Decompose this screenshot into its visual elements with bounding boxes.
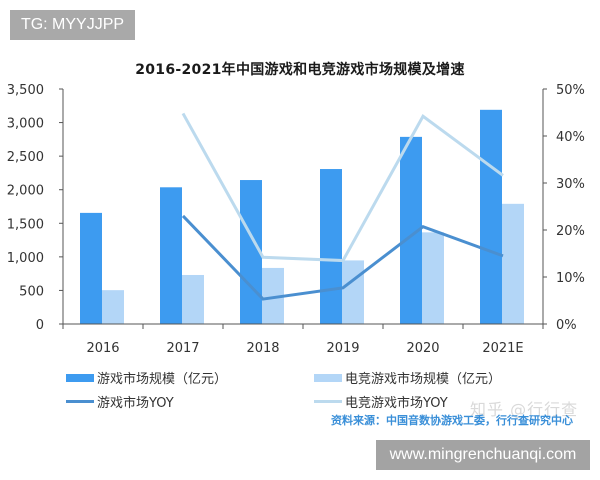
bar	[80, 212, 102, 324]
watermark: 知乎 @行行查	[470, 400, 579, 419]
left-tick-label: 0	[36, 318, 44, 333]
bar	[182, 274, 204, 324]
yoy-line	[181, 112, 504, 263]
left-axis: 0 500 1,000 1,500 2,000 2,500 3,000 3,500	[7, 83, 44, 333]
x-tick-label: 2020	[406, 341, 439, 356]
legend-item-esports-market-yoy: 电竞游戏市场YOY	[314, 392, 448, 411]
right-tick-label: 30%	[556, 177, 585, 192]
bar	[502, 203, 524, 324]
legend-label: 电竞游戏市场YOY	[345, 396, 448, 411]
legend-label: 电竞游戏市场规模（亿元）	[345, 372, 502, 387]
right-axis: 0% 10% 20% 30% 40% 50%	[556, 83, 585, 333]
legend-swatch-bar-icon	[66, 373, 94, 382]
x-tick-label: 2019	[326, 341, 359, 356]
left-tick-label: 1,500	[7, 217, 44, 232]
legend-swatch-bar-icon	[314, 373, 342, 382]
chart-title: 2016-2021年中国游戏和电竞游戏市场规模及增速	[135, 62, 465, 78]
x-tick-label: 2016	[86, 341, 119, 356]
x-tick-label: 2021E	[482, 341, 523, 356]
legend-item-game-market-yoy: 游戏市场YOY	[66, 392, 174, 411]
bar	[160, 187, 182, 324]
legend-item-esports-market-size: 电竞游戏市场规模（亿元）	[314, 368, 501, 387]
bar	[262, 267, 284, 324]
legend-swatch-line-icon	[66, 400, 94, 403]
bar	[240, 180, 262, 324]
url-badge: www.mingrenchuanqi.com	[376, 440, 590, 470]
right-tick-label: 40%	[556, 130, 585, 145]
right-tick-label: 0%	[556, 318, 577, 333]
bar	[400, 136, 422, 324]
bar	[320, 169, 342, 324]
axis-lines	[59, 88, 547, 329]
left-tick-label: 2,000	[7, 184, 44, 199]
legend-label: 游戏市场YOY	[97, 396, 174, 411]
legend-item-game-market-size: 游戏市场规模（亿元）	[66, 368, 227, 387]
line-series	[181, 112, 504, 301]
left-tick-label: 3,500	[7, 83, 44, 98]
x-tick-label: 2017	[166, 341, 199, 356]
right-tick-label: 50%	[556, 83, 585, 98]
legend-swatch-line-icon	[314, 400, 342, 403]
right-tick-label: 20%	[556, 224, 585, 239]
legend-label: 游戏市场规模（亿元）	[97, 372, 228, 387]
left-tick-label: 2,500	[7, 150, 44, 165]
right-tick-label: 10%	[556, 271, 585, 286]
left-tick-label: 1,000	[7, 251, 44, 266]
bar	[102, 290, 124, 324]
bar	[342, 260, 364, 324]
bar	[422, 232, 444, 324]
left-tick-label: 3,000	[7, 117, 44, 132]
x-tick-label: 2018	[246, 341, 279, 356]
x-axis-labels: 2016 2017 2018 2019 2020 2021E	[86, 341, 523, 356]
tg-badge: TG: MYYJJPP	[10, 10, 135, 40]
yoy-line	[181, 214, 504, 301]
left-tick-label: 500	[19, 284, 44, 299]
bar	[480, 109, 502, 324]
source-note: 资料来源：中国音数协游戏工委，行行查研究中心	[331, 414, 573, 427]
